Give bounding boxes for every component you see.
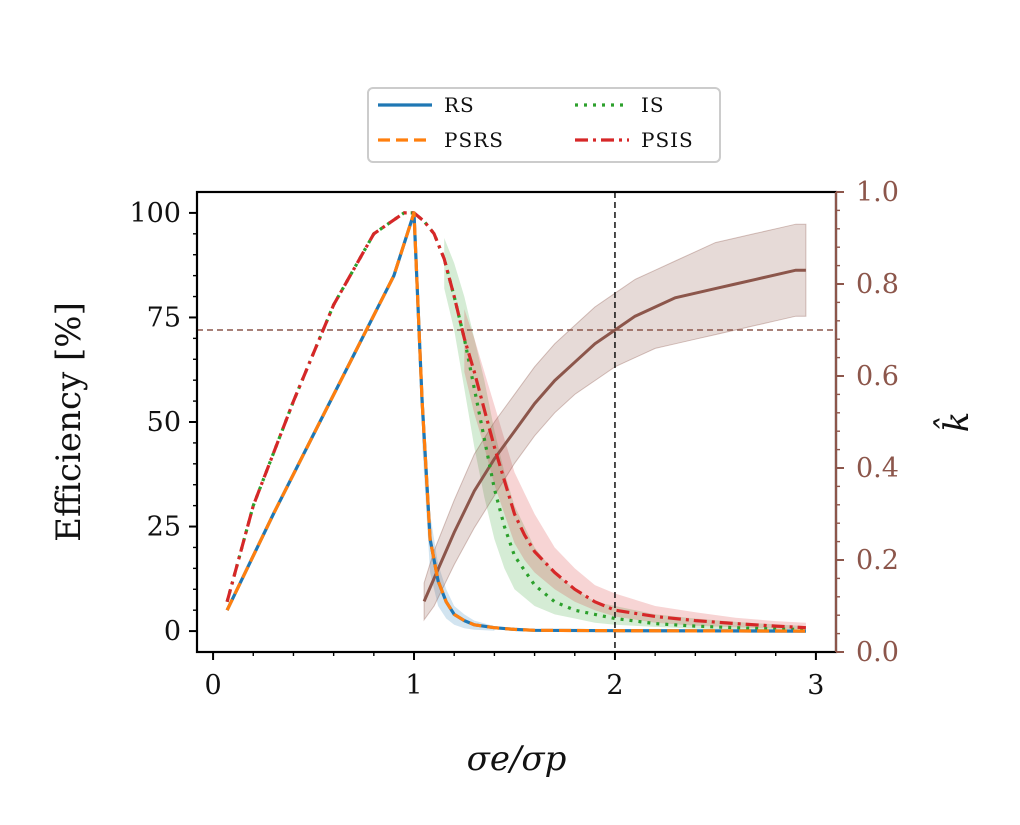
x-tick-label: 3	[807, 670, 824, 701]
x-tick-label: 1	[405, 670, 422, 701]
y2-tick-label: 1.0	[856, 177, 899, 208]
series-line-psrs	[225, 211, 806, 633]
legend: RS IS PSRS PSIS	[367, 87, 721, 163]
legend-label-psis: PSIS	[641, 128, 694, 152]
y-tick-label: 50	[147, 407, 181, 438]
y-tick-label: 0	[164, 616, 181, 647]
y-tick-label: 75	[147, 302, 181, 333]
confidence-bands	[422, 223, 807, 631]
khat-line	[422, 268, 806, 602]
x-axis-label: σe/σp	[467, 739, 567, 779]
legend-box	[367, 87, 721, 163]
y-tick-label: 100	[129, 198, 181, 229]
axes: 0 1 2 3 0 25 50 75 100 0.0 0.2 0.4 0.6 0.8 1.0 σe/σp Eff…	[49, 177, 977, 779]
y2-axis-label: k̂	[934, 412, 977, 433]
legend-label-rs: RS	[444, 93, 475, 117]
y2-tick-label: 0.6	[856, 361, 899, 392]
series-line-is	[225, 211, 806, 631]
y2-tick-label: 0.2	[856, 545, 899, 576]
y2-tick-label: 0.0	[856, 637, 899, 668]
y2-tick-label: 0.4	[856, 453, 899, 484]
x-tick-label: 2	[606, 670, 623, 701]
reference-lines	[197, 192, 836, 652]
legend-label-psrs: PSRS	[444, 128, 504, 152]
legend-label-is: IS	[641, 93, 665, 117]
y2-tick-label: 0.8	[856, 269, 899, 300]
series-lines	[225, 211, 806, 633]
khat-band	[423, 223, 807, 622]
series-line-psis	[225, 211, 806, 630]
y-axis-label: Efficiency [%]	[49, 302, 89, 542]
x-tick-label: 0	[204, 670, 221, 701]
psis-band	[464, 309, 806, 630]
y-tick-label: 25	[147, 512, 181, 543]
